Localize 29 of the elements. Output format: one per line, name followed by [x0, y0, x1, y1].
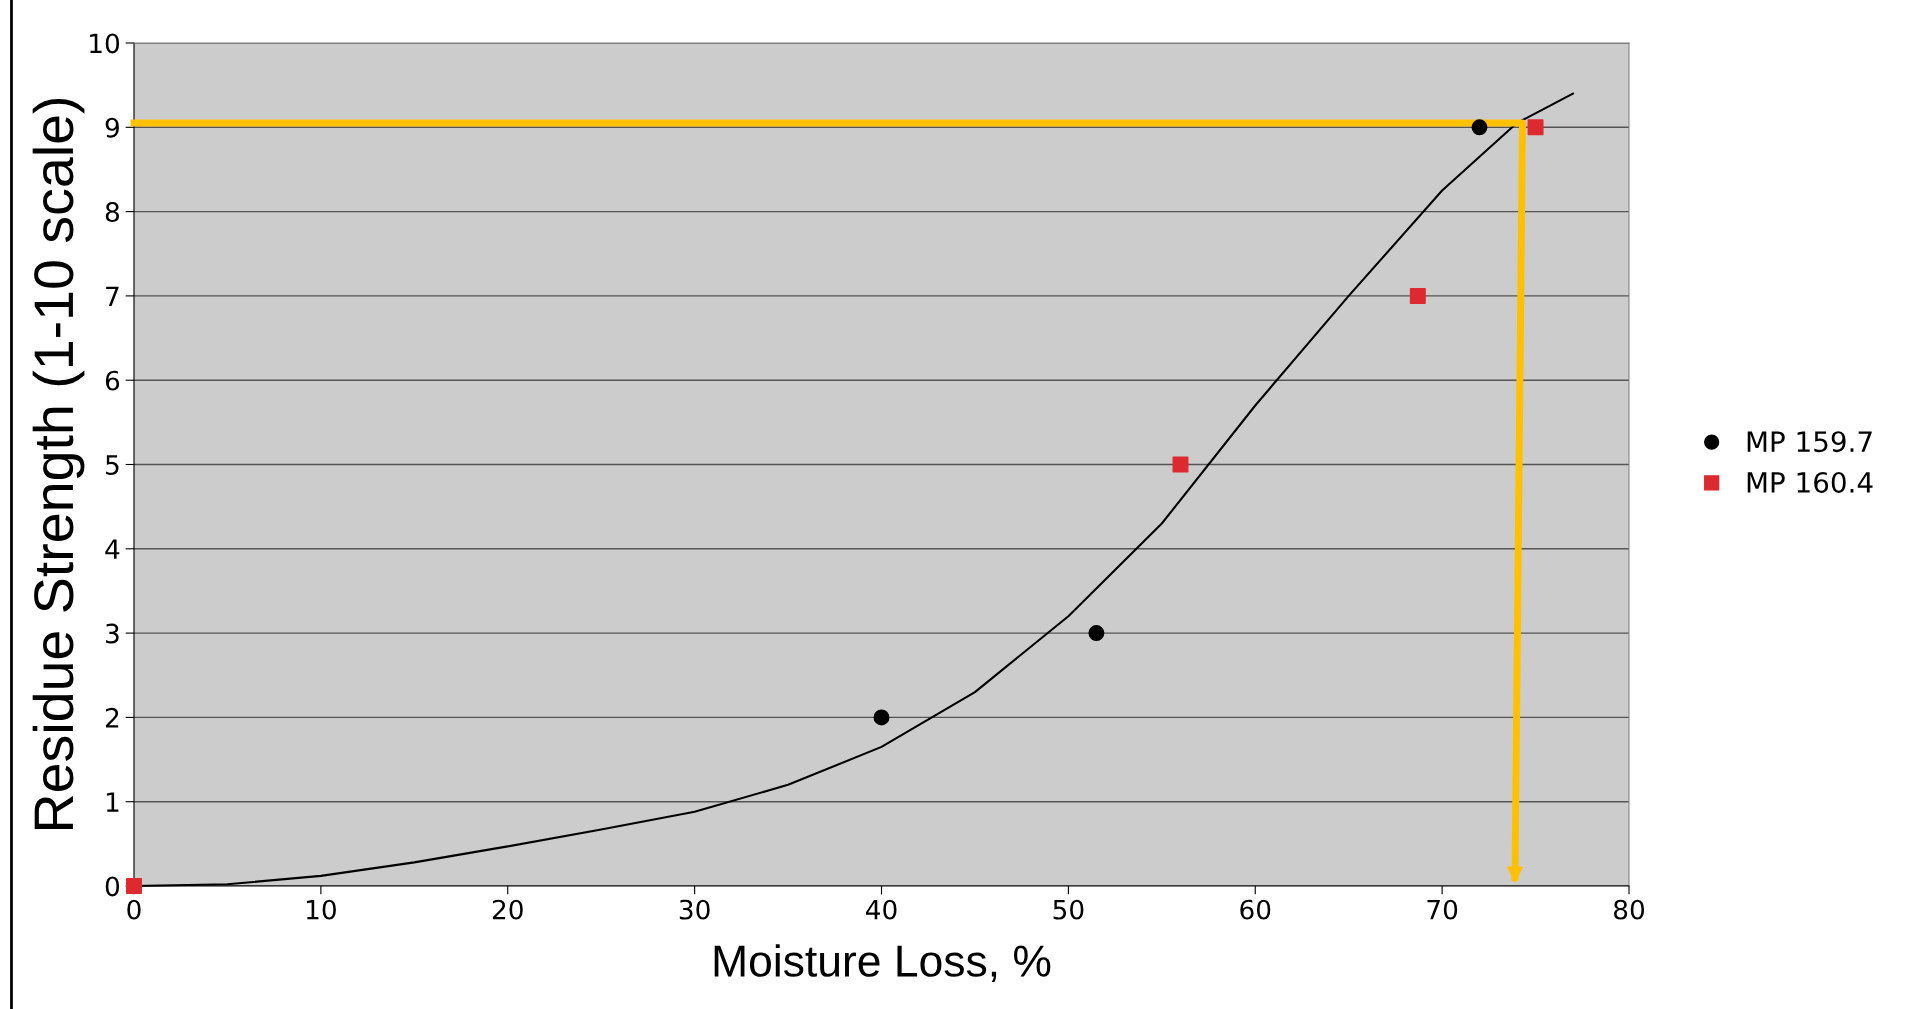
x-tick-label: 60 [1240, 899, 1271, 920]
y-tick-label: 1 [106, 792, 119, 812]
y-tick-label: 6 [105, 370, 120, 391]
y-tick-label: 4 [105, 539, 120, 559]
x-tick-label: 20 [492, 899, 523, 920]
y-tick-label: 3 [106, 623, 119, 644]
y-axis-title: Residue Strength (1-10 scale) [32, 98, 85, 829]
point [1088, 625, 1105, 642]
y-tick-label: 5 [106, 455, 119, 475]
y-tick-label: 9 [105, 117, 119, 138]
y-tick-label: 2 [105, 707, 119, 728]
point [1471, 119, 1488, 136]
y-tick-label: 8 [105, 202, 119, 222]
legend-label: MP 159.7 [1747, 431, 1872, 453]
y-tick-label: 10 [90, 33, 120, 54]
legend-label: MP 160.4 [1747, 471, 1873, 493]
point [1527, 119, 1544, 136]
y-tick-label: 7 [106, 286, 119, 306]
x-tick-label: 70 [1427, 899, 1458, 920]
point [1409, 287, 1426, 304]
x-tick-label: 80 [1614, 899, 1645, 920]
y-tick-label: 0 [105, 876, 120, 897]
point [873, 709, 890, 726]
x-tick-label: 30 [679, 899, 710, 920]
x-tick-label: 40 [866, 899, 897, 920]
x-axis-title: Moisture Loss, % [714, 944, 1051, 983]
x-tick-label: 10 [306, 899, 336, 920]
x-tick-label: 0 [127, 899, 141, 920]
x-tick-label: 50 [1053, 899, 1084, 920]
